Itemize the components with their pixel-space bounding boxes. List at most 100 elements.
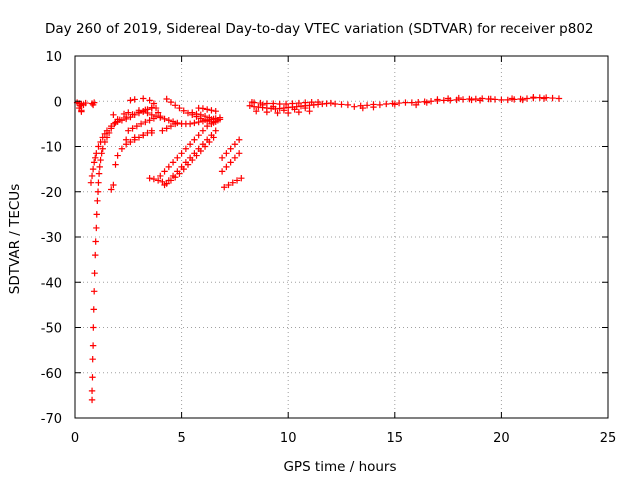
data-point xyxy=(376,101,384,109)
data-point xyxy=(140,95,147,102)
data-point xyxy=(165,117,173,124)
data-point xyxy=(148,111,155,119)
data-point xyxy=(146,174,153,182)
data-point xyxy=(89,355,96,363)
y-tick-labels: 10 0 -10 -20 -30 -40 -50 -60 -70 xyxy=(41,50,62,427)
data-point xyxy=(218,154,226,162)
data-point xyxy=(227,145,234,152)
data-point xyxy=(476,97,484,104)
data-point xyxy=(504,96,511,104)
data-point xyxy=(129,125,136,132)
data-point xyxy=(148,129,155,137)
data-point xyxy=(88,172,96,180)
data-point xyxy=(291,106,298,113)
data-point xyxy=(142,118,149,126)
data-point xyxy=(540,95,548,102)
data-point xyxy=(150,100,158,107)
data-point xyxy=(197,111,204,119)
data-point xyxy=(308,98,315,106)
y-tick-label: -40 xyxy=(41,276,62,291)
data-point xyxy=(88,387,96,395)
data-point xyxy=(193,110,200,118)
data-point xyxy=(150,175,158,183)
data-point xyxy=(519,96,526,104)
data-point xyxy=(90,306,97,313)
data-point xyxy=(90,288,98,295)
data-point xyxy=(89,374,96,381)
data-point xyxy=(172,120,179,128)
data-point xyxy=(78,108,85,115)
data-point xyxy=(238,174,245,182)
data-point xyxy=(89,165,97,173)
data-point xyxy=(195,145,202,152)
data-point xyxy=(391,101,398,108)
data-point xyxy=(140,108,147,115)
data-point xyxy=(253,108,260,115)
data-point xyxy=(195,131,202,139)
data-point xyxy=(274,109,281,117)
x-axis-label: GPS time / hours xyxy=(283,459,396,475)
data-point xyxy=(112,161,119,168)
data-point xyxy=(93,211,100,218)
data-point xyxy=(91,270,98,277)
data-point xyxy=(191,119,198,127)
data-point xyxy=(89,101,97,109)
data-point xyxy=(285,109,292,117)
data-point xyxy=(306,108,313,115)
data-point xyxy=(359,104,367,112)
data-point xyxy=(210,115,217,123)
data-point xyxy=(93,150,100,157)
data-point xyxy=(280,107,288,114)
data-point xyxy=(302,104,309,112)
data-point xyxy=(90,159,98,166)
y-tick-label: -10 xyxy=(41,141,62,156)
data-point xyxy=(163,95,170,103)
data-point xyxy=(167,98,175,106)
data-point xyxy=(434,96,441,103)
data-point xyxy=(174,154,181,162)
data-point xyxy=(174,168,181,175)
data-points xyxy=(73,93,563,404)
data-point xyxy=(108,122,115,130)
data-point xyxy=(246,102,254,109)
data-point xyxy=(199,105,207,112)
data-point xyxy=(94,197,101,204)
data-point xyxy=(92,238,99,245)
data-point xyxy=(455,94,462,102)
data-point xyxy=(289,100,296,107)
data-point xyxy=(270,103,277,110)
data-point xyxy=(344,101,352,109)
data-point xyxy=(201,112,209,120)
data-point xyxy=(231,154,239,162)
x-tick-label: 0 xyxy=(71,431,79,446)
axis-ticks xyxy=(74,55,609,419)
data-point xyxy=(135,107,143,114)
data-point xyxy=(191,150,198,157)
data-point xyxy=(235,150,243,157)
data-point xyxy=(120,110,128,118)
data-point xyxy=(163,125,170,132)
data-point xyxy=(208,107,215,114)
data-point xyxy=(282,100,290,108)
data-point xyxy=(327,99,335,107)
data-point xyxy=(176,104,183,112)
data-point xyxy=(182,145,190,152)
data-point xyxy=(114,152,121,159)
data-point xyxy=(161,115,168,123)
data-point xyxy=(459,96,467,103)
data-point xyxy=(549,94,556,102)
data-point xyxy=(555,95,563,102)
y-tick-label: -50 xyxy=(41,322,62,337)
data-point xyxy=(203,136,211,143)
data-point xyxy=(178,163,185,171)
data-point xyxy=(351,103,358,110)
data-point xyxy=(444,95,452,102)
data-point xyxy=(191,136,198,143)
data-point xyxy=(154,177,162,184)
data-point xyxy=(144,109,151,117)
data-point xyxy=(233,177,241,184)
data-point xyxy=(395,99,403,107)
data-point xyxy=(186,141,194,148)
data-point xyxy=(169,159,177,166)
data-point xyxy=(110,111,117,119)
